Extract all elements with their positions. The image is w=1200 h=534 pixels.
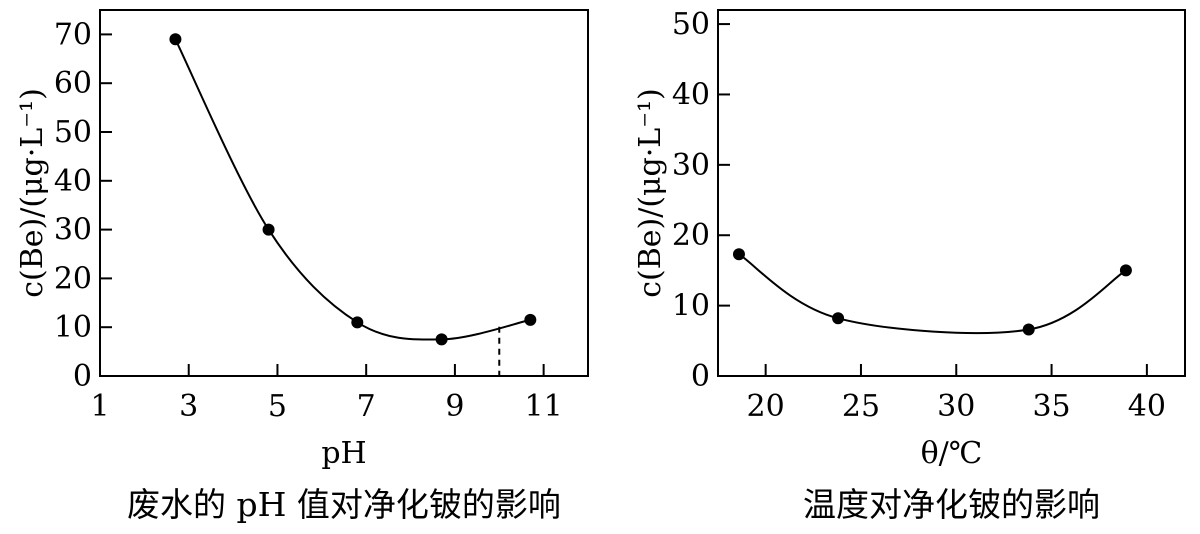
y-tick-label: 10: [672, 289, 710, 324]
series-line: [738, 253, 1127, 334]
data-point: [435, 333, 448, 346]
plot-frame: [99, 9, 589, 377]
x-tick-label: 5: [268, 389, 287, 424]
y-tick-label: 50: [672, 7, 710, 42]
x-tick-label: 25: [842, 389, 880, 424]
data-point: [524, 313, 537, 326]
y-tick-label: 30: [54, 213, 92, 248]
y-tick-label: 50: [54, 115, 92, 150]
y-tick-label: 30: [672, 148, 710, 183]
y-tick-label: 20: [54, 261, 92, 296]
x-tick-label: 1: [90, 389, 109, 424]
data-point: [1022, 323, 1035, 336]
y-tick-label: 10: [54, 310, 92, 345]
x-tick-label: 11: [525, 389, 563, 424]
chart-caption: 温度对净化铍的影响: [803, 485, 1100, 524]
plot-marks: [169, 33, 537, 376]
x-axis-ticks: 20 25 30 35 40: [747, 364, 1166, 424]
x-tick-label: 9: [445, 389, 464, 424]
y-tick-label: 40: [672, 77, 710, 112]
y-axis-ticks: 0 10 20 30 40 50 60 70: [54, 17, 112, 394]
x-tick-label: 20: [747, 389, 785, 424]
series-line: [174, 38, 531, 341]
data-point: [169, 33, 182, 46]
x-tick-label: 40: [1128, 389, 1166, 424]
plot-marks: [732, 248, 1132, 336]
x-tick-label: 30: [937, 389, 975, 424]
y-tick-label: 40: [54, 164, 92, 199]
data-point: [832, 312, 845, 325]
data-point: [351, 316, 364, 329]
plot-frame: [717, 9, 1186, 377]
x-tick-label: 3: [179, 389, 198, 424]
x-axis-label: θ/℃: [921, 436, 983, 471]
y-tick-label: 70: [54, 17, 92, 52]
x-axis-ticks: 1 3 5 7 9 11: [90, 364, 563, 424]
data-point: [732, 248, 745, 261]
x-axis-label: pH: [321, 436, 366, 471]
chart-temperature: 0 10 20 30 40 50 20 25 30 35 40 θ/℃ c(Be)/(μg·L⁻¹…: [633, 7, 1186, 524]
x-tick-label: 7: [357, 389, 376, 424]
y-tick-label: 0: [73, 359, 92, 394]
y-axis-label: c(Be)/(μg·L⁻¹): [633, 88, 668, 298]
y-axis-ticks: 0 10 20 30 40 50: [672, 7, 730, 394]
chart-caption: 废水的 pH 值对净化铍的影响: [127, 485, 561, 524]
y-tick-label: 60: [54, 66, 92, 101]
x-tick-label: 35: [1032, 389, 1070, 424]
chart-ph: 0 10 20 30 40 50 60 70 1 3 5 7 9 11 pH c(Be)/(μg·L⁻¹…: [15, 9, 589, 524]
data-point: [1119, 264, 1132, 277]
y-tick-label: 20: [672, 218, 710, 253]
y-axis-label: c(Be)/(μg·L⁻¹): [15, 88, 50, 298]
data-point: [262, 223, 275, 236]
y-tick-label: 0: [691, 359, 710, 394]
